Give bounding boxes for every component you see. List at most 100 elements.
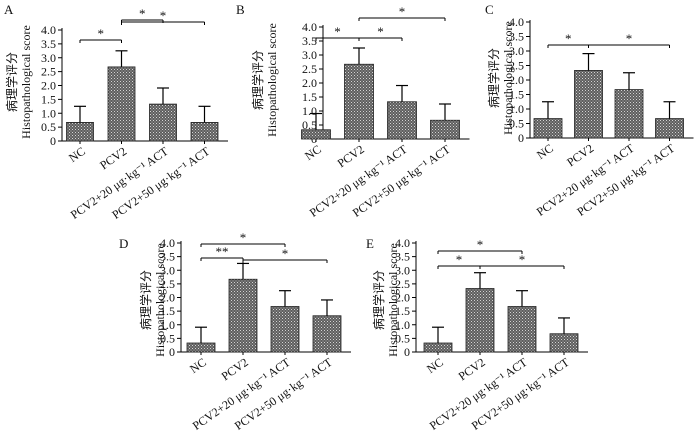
y-axis-label-zh: 病理学评分 xyxy=(250,50,265,110)
bar-3 xyxy=(270,306,300,353)
y-tick-label: 4.0 xyxy=(302,20,317,34)
x-tick-label: PCV2 xyxy=(335,142,367,170)
y-axis-label: Histopathological score xyxy=(501,21,515,135)
y-tick-label: 3.0 xyxy=(160,263,175,277)
y-tick-label: 4.0 xyxy=(509,15,524,29)
significance-mark: * xyxy=(519,252,526,267)
bar-1 xyxy=(66,122,94,142)
y-tick-label: 4.0 xyxy=(41,23,56,37)
x-tick-label: PCV2 xyxy=(456,355,488,383)
panel-letter: E xyxy=(366,236,374,251)
y-axis-label-zh: 病理学评分 xyxy=(486,48,501,108)
y-tick-label: 3.5 xyxy=(509,30,524,44)
bar-1 xyxy=(533,118,563,139)
bar-1 xyxy=(301,129,331,140)
y-tick-label: 0.5 xyxy=(160,331,175,345)
y-axis-label: Histopathological score xyxy=(153,243,167,357)
y-tick-label: 0 xyxy=(169,345,175,359)
y-tick-label: 1.0 xyxy=(302,104,317,118)
y-axis-label: Histopathological score xyxy=(265,23,279,137)
y-tick-label: 3.5 xyxy=(41,37,56,51)
y-tick-label: 0 xyxy=(518,131,524,145)
significance-mark: * xyxy=(240,230,247,245)
significance-mark: * xyxy=(282,246,289,261)
bar-4 xyxy=(430,119,460,140)
y-tick-label: 2.5 xyxy=(395,277,410,291)
y-tick-label: 1.5 xyxy=(395,304,410,318)
y-axis-label: Histopathological score xyxy=(386,243,400,357)
significance-mark: * xyxy=(456,252,463,267)
y-axis-label: Histopathological score xyxy=(19,25,33,139)
y-tick-label: 2.0 xyxy=(395,291,410,305)
x-tick-label: PCV2 xyxy=(219,355,251,383)
significance-mark: * xyxy=(377,24,384,39)
x-tick-label: NC xyxy=(302,142,324,163)
y-tick-label: 2.0 xyxy=(41,79,56,93)
significance-mark: * xyxy=(565,31,572,46)
significance-mark: * xyxy=(139,6,146,21)
x-tick-label: PCV2 xyxy=(564,141,596,169)
bar-2 xyxy=(107,66,136,142)
panel-letter: D xyxy=(119,236,128,251)
y-tick-label: 0.5 xyxy=(302,118,317,132)
x-tick-label: PCV2 xyxy=(97,144,129,172)
y-tick-label: 2.5 xyxy=(302,62,317,76)
significance-mark: * xyxy=(98,26,105,41)
panel-letter: C xyxy=(485,2,494,17)
y-tick-label: 4.0 xyxy=(160,236,175,250)
bar-4 xyxy=(190,122,219,142)
y-tick-label: 3.5 xyxy=(160,250,175,264)
x-tick-label: NC xyxy=(66,144,88,165)
y-axis-label-zh: 病理学评分 xyxy=(4,52,19,112)
y-tick-label: 1.5 xyxy=(41,92,56,106)
bar-3 xyxy=(149,103,177,142)
y-tick-label: 3.5 xyxy=(302,34,317,48)
y-tick-label: 1.5 xyxy=(302,90,317,104)
bar-2 xyxy=(574,70,603,139)
y-tick-label: 1.5 xyxy=(509,88,524,102)
y-axis-label-zh: 病理学评分 xyxy=(138,270,153,330)
bar-2 xyxy=(228,278,258,353)
x-tick-label: NC xyxy=(534,141,556,162)
y-axis-label-zh: 病理学评分 xyxy=(371,270,386,330)
significance-mark: * xyxy=(399,4,406,19)
y-tick-label: 0 xyxy=(404,345,410,359)
y-tick-label: 0.5 xyxy=(509,117,524,131)
bar-1 xyxy=(423,342,453,353)
y-tick-label: 2.0 xyxy=(509,73,524,87)
y-tick-label: 2.5 xyxy=(509,59,524,73)
y-tick-label: 3.0 xyxy=(509,44,524,58)
x-tick-label: NC xyxy=(187,355,209,376)
panel-letter: A xyxy=(4,2,14,17)
y-tick-label: 2.0 xyxy=(160,291,175,305)
y-tick-label: 0.5 xyxy=(41,120,56,134)
y-tick-label: 3.5 xyxy=(395,250,410,264)
y-tick-label: 0.5 xyxy=(395,331,410,345)
y-tick-label: 4.0 xyxy=(395,236,410,250)
bar-3 xyxy=(507,306,537,353)
y-tick-label: 2.5 xyxy=(160,277,175,291)
bar-1 xyxy=(186,342,216,353)
y-tick-label: 3.0 xyxy=(41,51,56,65)
bar-2 xyxy=(344,63,374,140)
panel-letter: B xyxy=(236,2,245,17)
y-tick-label: 1.0 xyxy=(41,106,56,120)
bar-2 xyxy=(465,288,495,353)
significance-mark: * xyxy=(334,24,341,39)
bar-4 xyxy=(312,315,342,353)
significance-mark: ** xyxy=(216,244,229,259)
y-tick-label: 3.0 xyxy=(302,48,317,62)
y-tick-label: 3.0 xyxy=(395,263,410,277)
bar-3 xyxy=(614,89,644,139)
y-tick-label: 0 xyxy=(50,134,56,148)
y-tick-label: 1.0 xyxy=(160,318,175,332)
y-tick-label: 1.0 xyxy=(509,102,524,116)
y-tick-label: 1.0 xyxy=(395,318,410,332)
significance-mark: * xyxy=(477,237,484,252)
x-tick-label: NC xyxy=(424,355,446,376)
